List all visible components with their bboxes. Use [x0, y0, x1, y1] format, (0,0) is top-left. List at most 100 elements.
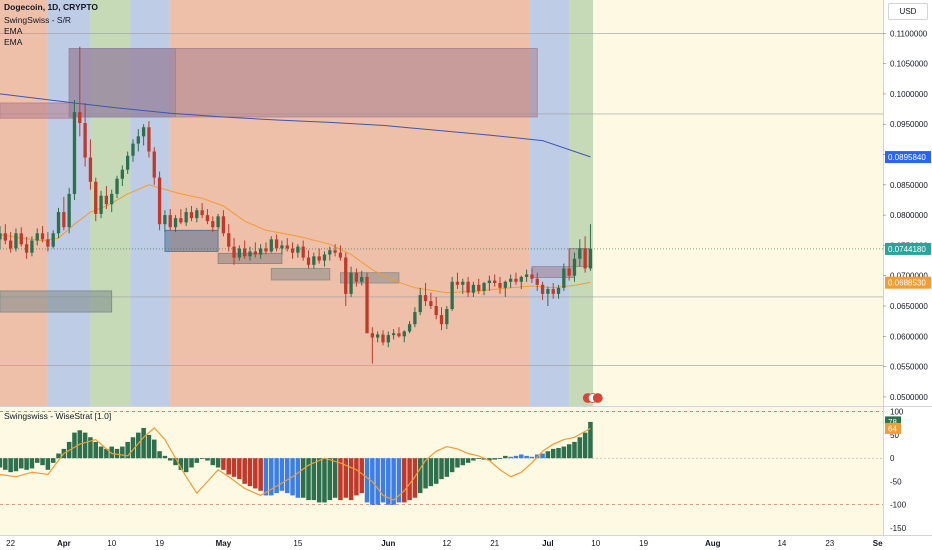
candle [535, 278, 539, 285]
oscillator-bar [274, 458, 279, 494]
oscillator-bar [550, 448, 556, 459]
oscillator-bar [402, 458, 407, 503]
oscillator-bar [561, 446, 567, 459]
candle [216, 216, 220, 228]
date-tick-label: 21 [490, 539, 499, 548]
candle [46, 239, 50, 247]
date-tick-label: Aug [705, 539, 721, 548]
oscillator-bar [72, 432, 77, 459]
oscillator-bar [247, 458, 253, 487]
date-tick-label: 19 [639, 539, 648, 548]
price-tick-label: 0.0850000 [890, 181, 928, 190]
date-tick-label: 22 [6, 539, 15, 548]
price-label-text: 0.0688530 [888, 279, 926, 288]
candle [509, 278, 513, 282]
oscillator-bar [19, 458, 24, 469]
oscillator-bar [338, 458, 343, 501]
oscillator-bar [50, 458, 56, 463]
candle [434, 306, 438, 316]
date-tick-label: 23 [825, 539, 834, 548]
oscillator-bar [449, 458, 455, 473]
oscillator-bar [88, 437, 93, 459]
candle [296, 246, 300, 253]
oscillator-bar [40, 458, 45, 466]
candle [168, 215, 172, 228]
oscillator-bar [572, 441, 577, 459]
candle [115, 178, 119, 194]
candle [344, 257, 348, 294]
oscillator-bar [167, 458, 173, 461]
oscillator-bar [396, 458, 402, 503]
oscillator-bar [412, 458, 418, 498]
candle [72, 112, 77, 194]
candle [349, 272, 353, 294]
oscillator-bar [311, 458, 317, 501]
candle [338, 252, 343, 258]
candle [360, 276, 364, 282]
candle [312, 256, 316, 265]
candle [498, 282, 502, 288]
oscillator-signal-line [0, 427, 591, 501]
candle [333, 250, 337, 253]
candle [503, 281, 507, 288]
oscillator-bar [503, 455, 508, 459]
oscillator-bar [439, 458, 444, 480]
oscillator-bar [316, 458, 322, 503]
oscillator-bar [221, 458, 226, 470]
candle [99, 195, 103, 214]
oscillator-bar [284, 458, 290, 494]
candle [482, 282, 486, 291]
candle [583, 248, 587, 269]
candle [572, 258, 577, 276]
price-tick-label: 0.1050000 [890, 60, 928, 69]
oscillator-bar [354, 458, 359, 496]
candle [24, 244, 29, 253]
candle [141, 127, 146, 137]
candle [514, 278, 518, 282]
currency-button[interactable]: USD [888, 3, 928, 20]
oscillator-bar [519, 454, 524, 459]
candle [258, 248, 263, 255]
oscillator-bar [497, 458, 503, 459]
candle [290, 248, 295, 253]
candle [120, 169, 124, 179]
oscillator-bar [56, 453, 61, 459]
candle [381, 334, 385, 343]
date-tick-label: 19 [155, 539, 164, 548]
oscillator-bar [3, 458, 8, 470]
price-tick-label: 0.0700000 [890, 272, 928, 281]
oscillator-title: Swingswiss - WiseStrat [1.0] [4, 411, 112, 421]
oscillator-bar [194, 458, 200, 463]
ema-slow-line [0, 93, 591, 158]
oscillator-bar [300, 458, 306, 498]
candle [14, 233, 18, 249]
oscillator-tick-label: 50 [890, 431, 899, 440]
oscillator-bar [45, 458, 51, 470]
oscillator-bar [322, 458, 327, 503]
price-label-box [885, 276, 931, 289]
sr-zone [0, 102, 75, 119]
candle [546, 289, 550, 294]
sr-zone [68, 48, 176, 118]
oscillator-bar [205, 458, 210, 461]
candle [200, 210, 204, 216]
oscillator-bar [237, 458, 242, 480]
price-tick-label: 0.0650000 [890, 302, 928, 311]
oscillator-bar [82, 432, 88, 459]
price-tick-label: 0.0950000 [890, 120, 928, 129]
candle [471, 284, 476, 293]
candle [8, 240, 13, 249]
oscillator-bar [125, 441, 130, 459]
candle [104, 195, 109, 205]
indicator-label-ema-2: EMA [4, 37, 23, 47]
oscillator-bar [513, 455, 519, 459]
oscillator-bar [34, 458, 40, 463]
price-label-box [885, 151, 931, 164]
candle [376, 334, 380, 338]
sr-zone [270, 268, 331, 281]
candle [391, 333, 396, 336]
oscillator-bar [151, 439, 157, 459]
candle [466, 281, 470, 293]
oscillator-bar [199, 458, 205, 459]
oscillator-bar [391, 458, 396, 505]
